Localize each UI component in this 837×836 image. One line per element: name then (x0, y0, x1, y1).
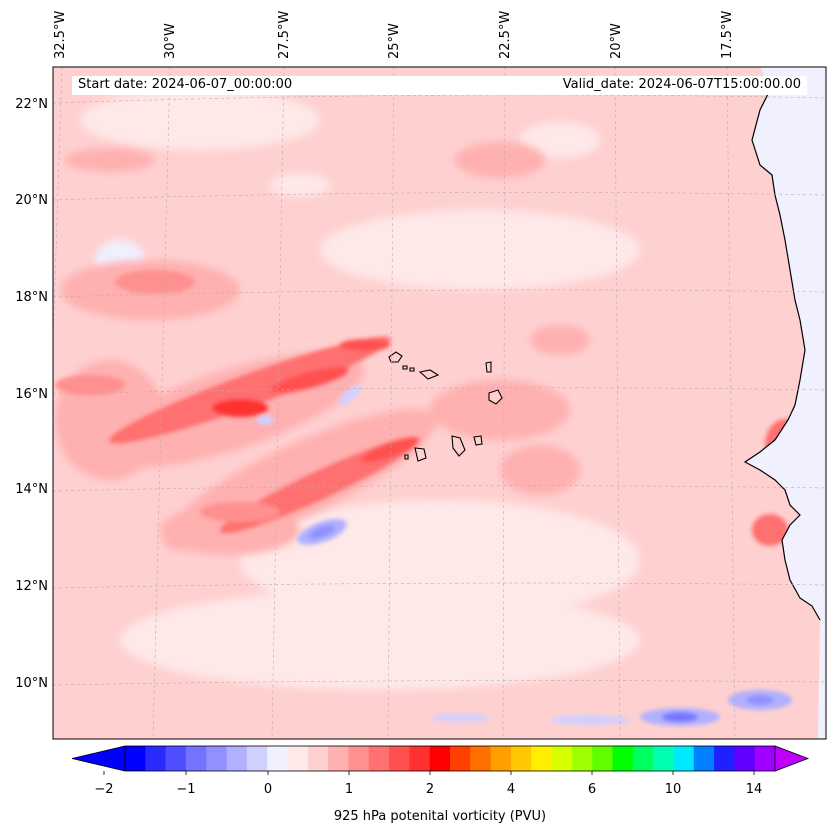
latitude-label: 10°N (15, 676, 48, 691)
colorbar-swatch (571, 746, 593, 771)
colorbar-swatch (267, 746, 288, 771)
colorbar-tick-label: −1 (176, 782, 196, 797)
negative-pv-patches (257, 385, 792, 726)
colorbar-swatch (125, 746, 146, 771)
colorbar-tick-label: 10 (664, 782, 682, 797)
colorbar-extend-min (71, 745, 126, 772)
colorbar (71, 745, 810, 775)
start-date-label: Start date: 2024-06-07_00:00:00 (78, 77, 293, 92)
colorbar-swatch (206, 746, 228, 771)
colorbar-swatch (673, 746, 695, 771)
colorbar-swatch (307, 746, 329, 771)
colorbar-swatch (510, 746, 532, 771)
latitude-label: 18°N (15, 290, 48, 305)
colorbar-title: 925 hPa potenital vorticity (PVU) (333, 809, 547, 824)
longitude-label: 17.5°W (720, 10, 735, 59)
cape-verde-islands (388, 351, 503, 462)
colorbar-swatch (450, 746, 471, 771)
colorbar-swatch (693, 746, 715, 771)
longitude-label: 25°W (387, 23, 402, 59)
colorbar-swatch (653, 746, 674, 771)
colorbar-swatch (165, 746, 187, 771)
latitude-label: 14°N (15, 482, 48, 497)
longitude-label: 32.5°W (53, 10, 68, 59)
colorbar-extend-max (774, 745, 810, 772)
colorbar-tick-label: 1 (344, 782, 354, 797)
colorbar-swatch (429, 746, 451, 771)
colorbar-swatch (531, 746, 553, 771)
latitude-label: 16°N (15, 387, 48, 402)
map-frame (52, 66, 827, 740)
colorbar-swatch (246, 746, 268, 771)
longitude-label: 30°W (163, 23, 178, 59)
latitude-label: 20°N (15, 193, 48, 208)
colorbar-swatch (287, 746, 309, 771)
latitude-label: 22°N (15, 97, 48, 112)
africa-land (745, 67, 826, 739)
low-pv-patches (80, 90, 640, 690)
colorbar-swatch (754, 746, 776, 771)
colorbar-swatch (389, 746, 410, 771)
colorbar-swatch (592, 746, 613, 771)
colorbar-swatch (551, 746, 573, 771)
colorbar-swatch (714, 746, 735, 771)
colorbar-swatch (490, 746, 512, 771)
colorbar-swatch (226, 746, 248, 771)
colorbar-frame (124, 745, 776, 772)
colorbar-swatch (328, 746, 349, 771)
longitude-label: 27.5°W (277, 10, 292, 59)
map-area (53, 67, 826, 739)
colorbar-swatch (145, 746, 167, 771)
colorbar-tick-label: −2 (94, 782, 114, 797)
colorbar-tick-label: 0 (263, 782, 273, 797)
colorbar-tick-label: 6 (587, 782, 597, 797)
colorbar-swatch (185, 746, 207, 771)
colorbar-swatch (470, 746, 492, 771)
colorbar-swatch (368, 746, 390, 771)
colorbar-swatch (612, 746, 634, 771)
longitude-label: 22.5°W (498, 10, 513, 59)
colorbar-swatch (348, 746, 370, 771)
colorbar-tick-label: 2 (425, 782, 435, 797)
valid-date-label: Valid_date: 2024-06-07T15:00:00.00 (562, 77, 801, 92)
colorbar-swatch (632, 746, 654, 771)
colorbar-swatch (409, 746, 431, 771)
colorbar-tick-label: 14 (745, 782, 763, 797)
coastline (743, 89, 821, 621)
colorbar-tick-label: 4 (506, 782, 516, 797)
date-info-bar: Start date: 2024-06-07_00:00:00 Valid_da… (72, 76, 807, 95)
latitude-label: 12°N (15, 579, 48, 594)
longitude-label: 20°W (609, 23, 624, 59)
graticule (53, 67, 826, 739)
colorbar-swatch (734, 746, 756, 771)
